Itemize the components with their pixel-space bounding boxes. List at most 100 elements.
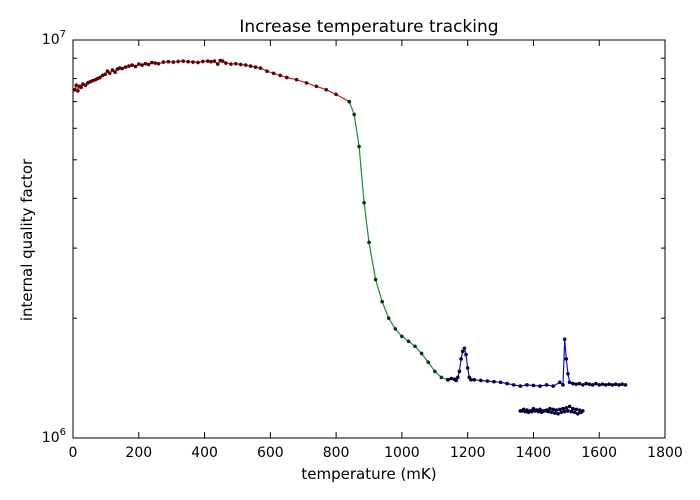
data-point	[485, 379, 490, 383]
series-3	[518, 404, 585, 416]
data-point	[156, 61, 161, 66]
series-1	[347, 99, 450, 382]
data-point	[229, 62, 233, 66]
chart-title: Increase temperature tracking	[239, 17, 498, 37]
data-point	[304, 81, 309, 85]
x-tick-label: 0	[69, 445, 78, 461]
data-point	[538, 384, 542, 388]
data-point	[549, 410, 554, 415]
data-point	[607, 382, 611, 387]
data-point	[406, 339, 411, 344]
data-point	[575, 411, 580, 416]
series-line	[74, 59, 350, 103]
data-point	[551, 384, 556, 388]
data-point	[278, 73, 283, 78]
data-point	[76, 89, 80, 93]
data-point	[79, 85, 84, 90]
data-point	[150, 60, 154, 65]
data-point	[253, 65, 258, 69]
series-0	[72, 58, 352, 104]
data-point	[520, 409, 524, 413]
data-point	[205, 59, 210, 63]
data-point	[457, 369, 462, 374]
data-point	[294, 77, 299, 82]
data-point	[107, 71, 112, 76]
data-point	[103, 72, 108, 77]
data-point	[380, 299, 385, 304]
data-point	[469, 377, 473, 382]
data-point	[130, 63, 135, 67]
data-point	[536, 409, 541, 414]
data-point	[455, 375, 460, 380]
data-point	[136, 62, 141, 66]
data-point	[546, 409, 551, 414]
data-point	[181, 59, 186, 63]
data-point	[220, 59, 225, 63]
series-layer	[72, 58, 628, 416]
data-point	[454, 378, 459, 383]
data-point	[113, 70, 117, 75]
data-point	[498, 380, 503, 385]
data-point	[464, 352, 468, 357]
data-point	[153, 61, 158, 65]
data-point	[166, 59, 171, 64]
data-point	[505, 381, 509, 386]
data-point	[525, 383, 529, 387]
data-point	[347, 99, 352, 104]
data-point	[579, 410, 583, 415]
data-point	[419, 351, 424, 356]
x-tick-label: 200	[125, 445, 152, 461]
data-point	[567, 404, 572, 409]
data-point	[559, 410, 564, 415]
data-point	[597, 383, 602, 387]
data-point	[562, 409, 567, 414]
data-point	[248, 64, 253, 68]
data-point	[233, 61, 238, 66]
x-tick-label: 800	[323, 445, 350, 461]
data-point	[526, 410, 531, 415]
data-point	[478, 378, 483, 383]
data-point	[462, 346, 467, 351]
data-point	[196, 60, 200, 65]
data-point	[518, 384, 523, 388]
x-tick-label: 1000	[384, 445, 420, 461]
data-point	[574, 382, 579, 387]
data-point	[74, 83, 79, 88]
data-point	[83, 83, 88, 88]
data-point	[334, 92, 338, 97]
data-point	[566, 371, 570, 376]
data-point	[577, 381, 582, 386]
data-point	[544, 383, 549, 387]
data-point	[562, 337, 567, 342]
data-point	[171, 60, 176, 64]
data-point	[439, 375, 444, 380]
data-point	[564, 406, 569, 410]
data-point	[224, 61, 228, 65]
data-point	[533, 409, 537, 413]
data-point	[610, 383, 615, 387]
data-point	[552, 411, 557, 415]
data-point	[120, 66, 125, 71]
series-line	[348, 101, 449, 381]
data-point	[140, 63, 144, 67]
data-point	[543, 409, 547, 413]
data-point	[258, 66, 263, 70]
data-point	[143, 61, 148, 66]
y-axis-label: internal quality factor	[18, 158, 36, 321]
data-point	[620, 382, 625, 387]
data-point	[373, 277, 378, 282]
data-point	[393, 327, 398, 331]
data-point	[566, 409, 570, 413]
x-tick-label: 1800	[647, 445, 683, 461]
data-point	[556, 411, 560, 416]
x-tick-label: 1400	[516, 445, 552, 461]
data-point	[600, 382, 605, 387]
data-point	[567, 380, 572, 385]
data-point	[362, 200, 366, 205]
data-point	[201, 59, 205, 64]
data-point	[449, 376, 454, 381]
data-point	[511, 383, 516, 387]
data-point	[557, 380, 562, 385]
series-2	[446, 337, 628, 388]
